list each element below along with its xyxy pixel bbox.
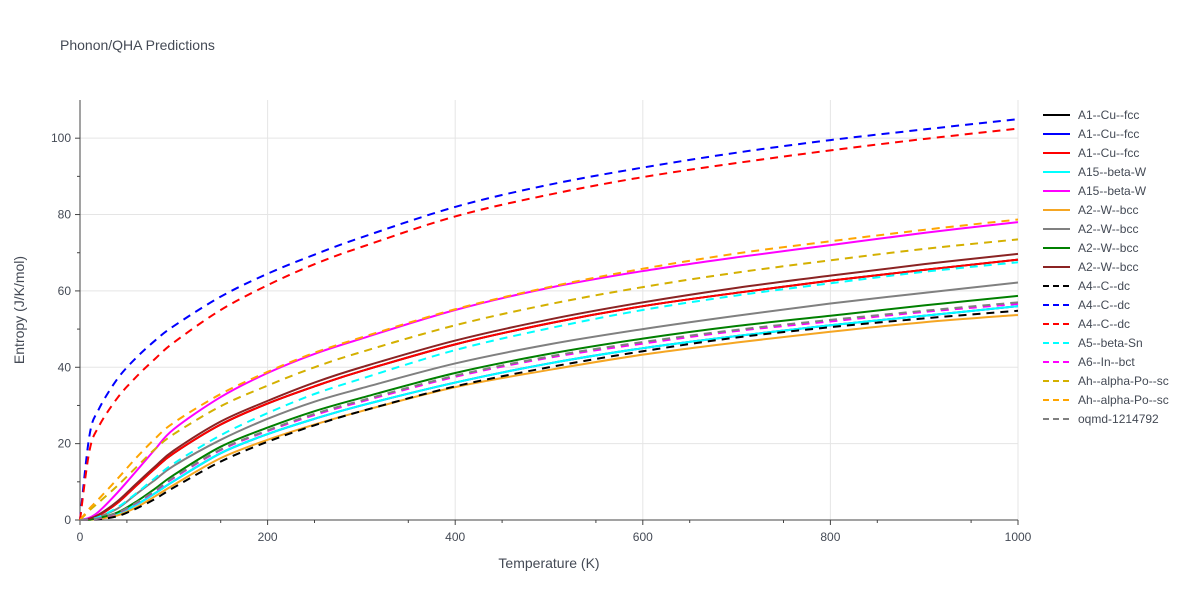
y-tick-label: 100 xyxy=(51,131,71,145)
legend-label: A5--beta-Sn xyxy=(1078,336,1143,350)
legend-label: A4--C--dc xyxy=(1078,298,1130,312)
y-tick-label: 80 xyxy=(58,208,72,222)
x-tick-label: 600 xyxy=(633,530,653,544)
legend-item[interactable]: A1--Cu--fcc xyxy=(1043,108,1139,122)
legend-label: A2--W--bcc xyxy=(1078,222,1138,236)
legend-item[interactable]: Ah--alpha-Po--sc xyxy=(1043,393,1169,407)
series-line-11 xyxy=(79,127,1019,521)
y-tick-label: 60 xyxy=(58,284,72,298)
x-tick-label: 800 xyxy=(820,530,840,544)
legend-item[interactable]: A1--Cu--fcc xyxy=(1043,127,1139,141)
legend-item[interactable]: A15--beta-W xyxy=(1043,165,1147,179)
x-tick-label: 400 xyxy=(445,530,465,544)
legend-item[interactable]: A4--C--dc xyxy=(1043,279,1130,293)
series-lines xyxy=(79,118,1019,521)
series-line-13 xyxy=(79,302,1019,521)
legend-label: oqmd-1214792 xyxy=(1078,412,1159,426)
x-tick-label: 200 xyxy=(258,530,278,544)
legend-item[interactable]: A4--C--dc xyxy=(1043,298,1130,312)
legend-label: A4--C--dc xyxy=(1078,317,1130,331)
legend-item[interactable]: A1--Cu--fcc xyxy=(1043,146,1139,160)
series-line-6 xyxy=(79,281,1019,521)
chart-title: Phonon/QHA Predictions xyxy=(60,37,215,53)
series-line-12 xyxy=(79,261,1019,521)
legend-label: A1--Cu--fcc xyxy=(1078,127,1139,141)
legend-label: A1--Cu--fcc xyxy=(1078,146,1139,160)
legend-item[interactable]: Ah--alpha-Po--sc xyxy=(1043,374,1169,388)
legend-item[interactable]: A5--beta-Sn xyxy=(1043,336,1143,350)
y-tick-label: 20 xyxy=(58,437,72,451)
legend-item[interactable]: A2--W--bcc xyxy=(1043,241,1138,255)
legend-label: Ah--alpha-Po--sc xyxy=(1078,393,1169,407)
y-tick-label: 40 xyxy=(58,360,72,374)
series-line-15 xyxy=(79,218,1019,521)
series-line-8 xyxy=(79,252,1019,521)
series-line-4 xyxy=(79,221,1019,521)
legend-item[interactable]: A2--W--bcc xyxy=(1043,222,1138,236)
legend-label: A15--beta-W xyxy=(1078,165,1147,179)
legend-item[interactable]: A15--beta-W xyxy=(1043,184,1147,198)
legend-label: A2--W--bcc xyxy=(1078,203,1138,217)
axes: 0 200 400 600 800 1000 0 20 40 60 80 100 xyxy=(51,100,1032,544)
series-line-9 xyxy=(79,309,1019,521)
legend-item[interactable]: A2--W--bcc xyxy=(1043,260,1138,274)
series-line-14 xyxy=(79,238,1019,521)
legend-label: A6--In--bct xyxy=(1078,355,1135,369)
legend[interactable]: A1--Cu--fcc A1--Cu--fcc A1--Cu--fcc A15--be… xyxy=(1043,108,1169,426)
y-axis-title: Entropy (J/K/mol) xyxy=(11,256,27,364)
legend-item[interactable]: A2--W--bcc xyxy=(1043,203,1138,217)
series-line-7 xyxy=(79,294,1019,521)
series-line-3 xyxy=(79,305,1019,521)
series-line-2 xyxy=(79,258,1019,521)
legend-label: A2--W--bcc xyxy=(1078,241,1138,255)
legend-item[interactable]: A4--C--dc xyxy=(1043,317,1130,331)
legend-label: A4--C--dc xyxy=(1078,279,1130,293)
legend-item[interactable]: oqmd-1214792 xyxy=(1043,412,1159,426)
series-line-1 xyxy=(79,305,1019,521)
legend-label: A15--beta-W xyxy=(1078,184,1147,198)
legend-label: Ah--alpha-Po--sc xyxy=(1078,374,1169,388)
series-line-10 xyxy=(79,118,1019,521)
y-tick-label: 0 xyxy=(64,513,71,527)
series-line-16 xyxy=(79,301,1019,521)
x-tick-label: 1000 xyxy=(1005,530,1032,544)
x-axis-title: Temperature (K) xyxy=(498,555,599,571)
legend-label: A2--W--bcc xyxy=(1078,260,1138,274)
legend-item[interactable]: A6--In--bct xyxy=(1043,355,1135,369)
series-line-5 xyxy=(79,313,1019,521)
x-tick-label: 0 xyxy=(77,530,84,544)
legend-label: A1--Cu--fcc xyxy=(1078,108,1139,122)
